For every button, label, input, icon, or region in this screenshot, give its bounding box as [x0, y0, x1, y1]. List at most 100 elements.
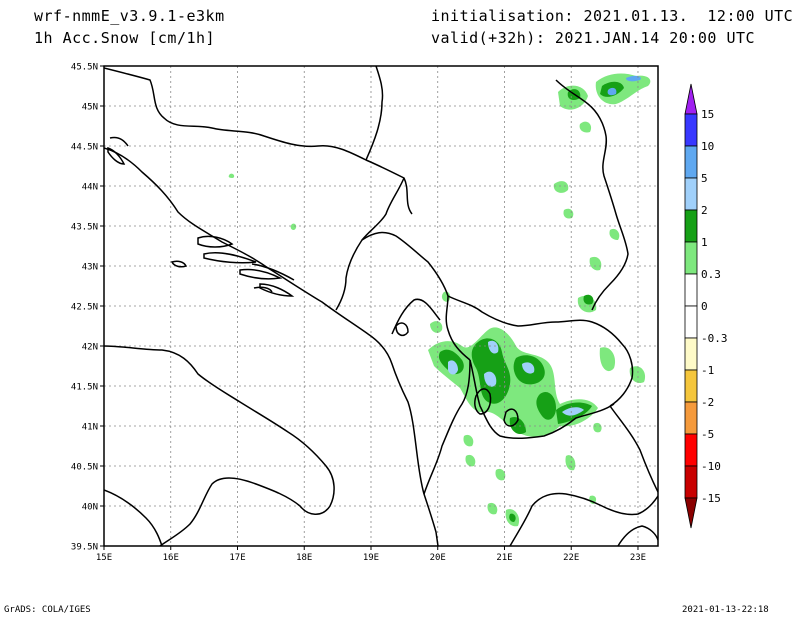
snow-patch	[593, 422, 602, 433]
colorbar-swatch	[684, 401, 698, 435]
colorbar-label: 2	[701, 204, 708, 217]
snow-patch	[589, 256, 602, 271]
colorbar-label: 0.3	[701, 268, 721, 281]
valid-time: valid(+32h): 2021.JAN.14 20:00 UTC	[431, 29, 756, 47]
colorbar-swatch	[684, 273, 698, 307]
snow-patch	[565, 455, 576, 471]
lat-label: 40N	[82, 503, 98, 513]
colorbar-label: -2	[701, 396, 714, 409]
snow-patch	[448, 360, 458, 375]
thassos-coast	[617, 525, 658, 546]
snow-patch	[430, 321, 443, 333]
colorbar-swatch	[684, 145, 698, 179]
lat-label: 45.5N	[71, 63, 98, 73]
lon-label: 18E	[296, 553, 312, 563]
bosnia-serbia-border	[365, 66, 384, 161]
snow-patch	[484, 371, 497, 387]
sicily-tip	[104, 489, 163, 546]
colorbar-swatch	[684, 465, 698, 499]
colorbar-label: 5	[701, 172, 708, 185]
snow-patch	[463, 434, 474, 447]
montenegro-border	[361, 231, 471, 361]
lat-label: 43N	[82, 263, 98, 273]
lon-label: 23E	[630, 553, 646, 563]
snow-patch	[553, 181, 569, 193]
lon-label: 21E	[496, 553, 512, 563]
model-title: wrf-nmmE_v3.9.1-e3km	[34, 7, 225, 25]
colorbar-label: 15	[701, 108, 714, 121]
island-pag	[107, 146, 126, 165]
snow-patch	[471, 338, 511, 404]
island-lastovo	[253, 286, 273, 293]
colorbar-top-arrow	[684, 83, 698, 115]
footer-timestamp: 2021-01-13-22:18	[682, 605, 769, 615]
colorbar-swatch	[684, 433, 698, 467]
snow-patch	[509, 513, 516, 522]
colorbar: 15 10 5 2 1 0.3 0 -0.3 -1 -2 -5 -10 -15	[684, 83, 728, 529]
lat-label: 41N	[82, 423, 98, 433]
axis-labels: 45.5N 45N 44.5N 44N 43.5N 43N 42.5N 42N 41.5N 41N…	[71, 63, 646, 564]
lake-prespa	[503, 408, 519, 427]
snow-patch	[522, 362, 535, 374]
init-time: initialisation: 2021.01.13. 12:00 UTC	[431, 7, 794, 25]
macedonia-south-border	[469, 359, 615, 440]
lat-label: 44N	[82, 183, 98, 193]
snow-patch	[495, 468, 506, 481]
snow-patch	[465, 454, 476, 467]
lat-label: 45N	[82, 103, 98, 113]
map-outlines	[104, 66, 658, 546]
colorbar-swatch	[684, 177, 698, 211]
snow-patch	[607, 87, 617, 96]
snow-field	[228, 73, 651, 527]
snow-patch	[509, 416, 526, 435]
colorbar-label: -5	[701, 428, 714, 441]
lake-shkodra	[395, 322, 409, 337]
snow-patch	[599, 347, 616, 372]
island-brac	[197, 235, 234, 248]
albania-greece-border	[423, 359, 471, 495]
colorbar-label: 0	[701, 300, 708, 313]
colorbar-bottom-arrow	[684, 497, 698, 529]
lon-label: 16E	[163, 553, 179, 563]
colorbar-label: 1	[701, 236, 708, 249]
colorbar-swatch	[684, 209, 698, 243]
lat-label: 44.5N	[71, 143, 98, 153]
pannonian-border	[104, 67, 413, 215]
island-krk	[109, 136, 129, 147]
colorbar-label: 10	[701, 140, 714, 153]
snow-patch	[583, 294, 594, 305]
colorbar-swatch	[684, 337, 698, 371]
albania-north-border	[391, 298, 441, 335]
adriatic-coast	[104, 147, 439, 546]
snow-patch	[629, 366, 646, 384]
island-vis	[170, 260, 188, 268]
snow-patch	[488, 340, 499, 354]
italy-coast	[104, 345, 335, 546]
lake-ohrid	[474, 388, 492, 415]
lat-label: 42N	[82, 343, 98, 353]
snow-patch	[626, 75, 641, 82]
lon-label: 22E	[563, 553, 579, 563]
lon-label: 15E	[96, 553, 112, 563]
aegean-coast	[509, 492, 658, 546]
lon-label: 19E	[363, 553, 379, 563]
field-title: 1h Acc.Snow [cm/1h]	[34, 29, 216, 47]
island-korcula	[239, 268, 283, 280]
lat-label: 43.5N	[71, 223, 98, 233]
snow-patch	[579, 121, 592, 133]
lat-label: 41.5N	[71, 383, 98, 393]
snow-patch	[536, 391, 556, 420]
colorbar-label: -10	[701, 460, 721, 473]
colorbar-label: -0.3	[701, 332, 728, 345]
peljesac	[251, 263, 295, 281]
footer-credit: GrADS: COLA/IGES	[4, 605, 91, 615]
colorbar-label: -15	[701, 492, 721, 505]
lon-label: 20E	[430, 553, 446, 563]
snow-patch	[228, 173, 235, 178]
colorbar-label: -1	[701, 364, 714, 377]
serbia-east-border	[555, 79, 629, 311]
colorbar-swatch	[684, 113, 698, 147]
lat-label: 42.5N	[71, 303, 98, 313]
